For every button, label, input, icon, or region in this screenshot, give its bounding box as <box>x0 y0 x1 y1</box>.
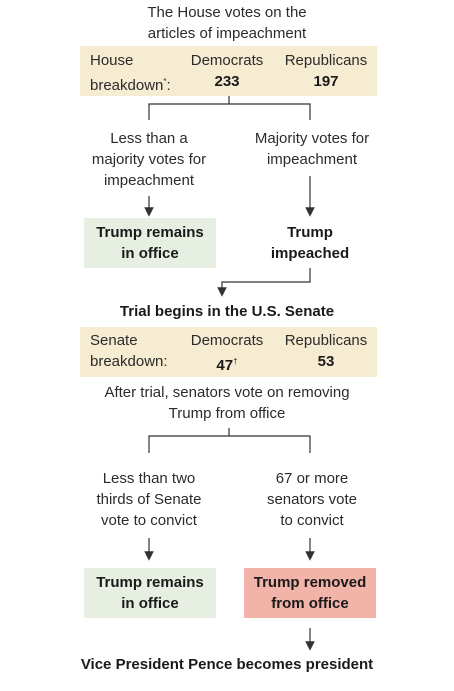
senate-republicans: Republicans 53 <box>284 332 368 370</box>
house-branch-line <box>148 103 311 120</box>
result-removed-text: Trump removed from office <box>253 574 367 612</box>
result-impeached-text: Trump impeached <box>270 224 350 262</box>
result-remains-text-2: Trump remains in office <box>96 574 204 612</box>
trial-heading: Trial begins in the U.S. Senate <box>119 303 335 320</box>
result-remains-text-1: Trump remains in office <box>96 224 204 262</box>
house-outcome-less: Less than a majority votes for impeachme… <box>91 130 207 189</box>
result-remains-box-1 <box>84 218 216 268</box>
house-republicans: Republicans 197 <box>284 52 368 90</box>
house-breakdown-band <box>80 46 377 96</box>
senate-breakdown-label: Senate breakdown: <box>90 332 168 370</box>
diagram-title: The House votes on the articles of impea… <box>147 4 307 42</box>
senate-democrats: Democrats 47† <box>190 332 264 374</box>
house-breakdown-label: House breakdown*: <box>90 52 171 94</box>
result-removed-box <box>244 568 376 618</box>
senate-branch-line <box>148 435 311 453</box>
house-outcome-majority: Majority votes for impeachment <box>254 130 370 168</box>
senate-vote-description: After trial, senators vote on removing T… <box>104 384 350 422</box>
final-outcome: Vice President Pence becomes president <box>80 656 374 673</box>
senate-breakdown-band <box>80 327 377 377</box>
result-remains-box-2 <box>84 568 216 618</box>
senate-outcome-less: Less than two thirds of Senate vote to c… <box>96 470 202 529</box>
house-democrats: Democrats 233 <box>190 52 264 90</box>
senate-outcome-67: 67 or more senators vote to convict <box>266 470 358 529</box>
arrow-to-trial <box>217 268 311 297</box>
